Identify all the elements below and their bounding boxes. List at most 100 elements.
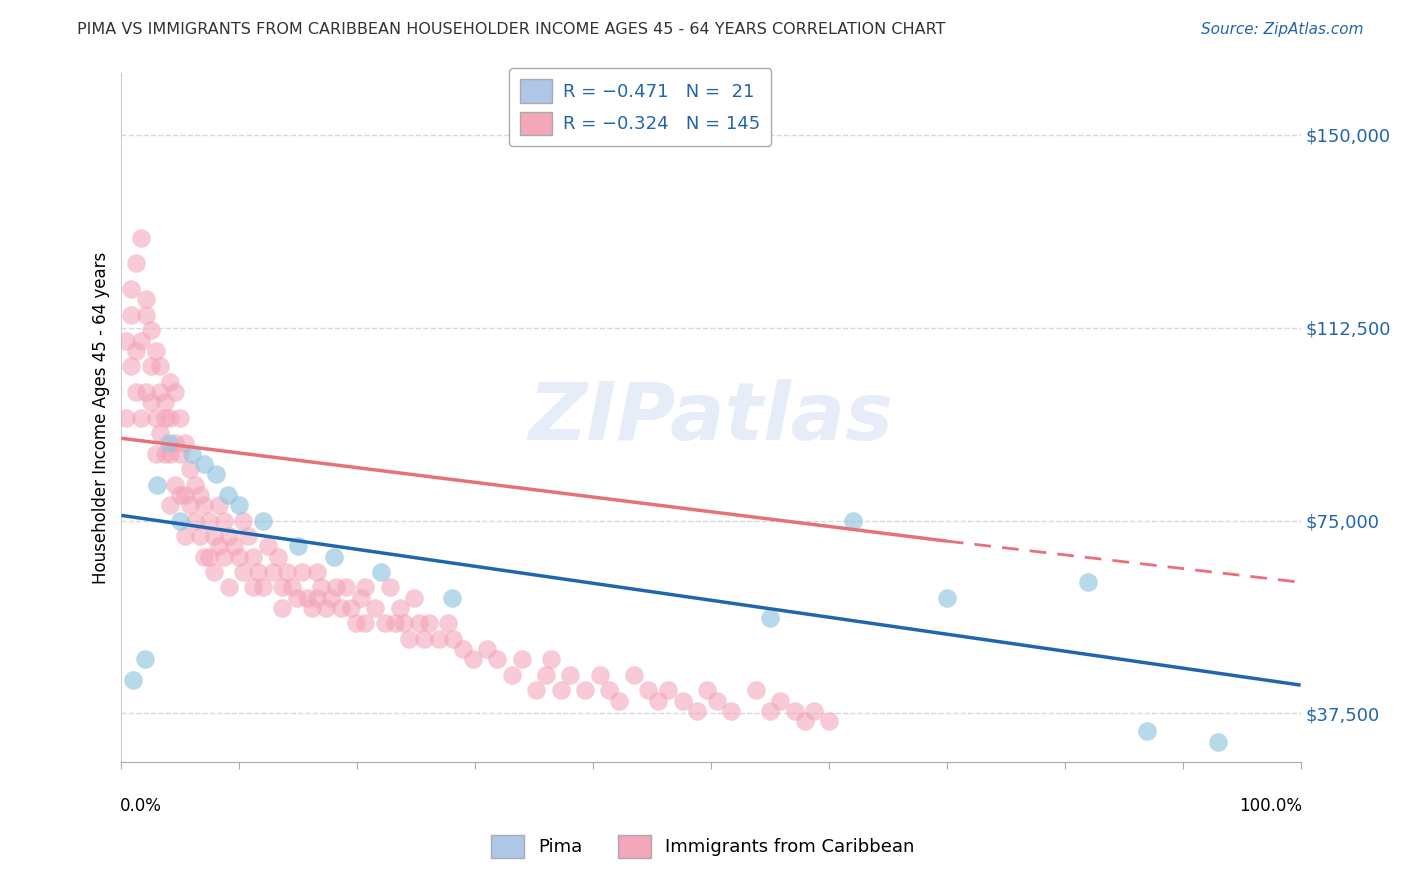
Point	[322, 549, 344, 564]
Point	[183, 514, 205, 528]
Point	[120, 359, 142, 374]
Point	[155, 447, 177, 461]
Point	[183, 477, 205, 491]
Point	[818, 714, 841, 728]
Point	[266, 549, 288, 564]
Point	[769, 693, 792, 707]
Point	[720, 704, 742, 718]
Point	[325, 581, 347, 595]
Point	[384, 616, 406, 631]
Point	[305, 591, 328, 605]
Point	[607, 693, 630, 707]
Point	[218, 529, 240, 543]
Point	[364, 601, 387, 615]
Point	[354, 616, 377, 631]
Point	[803, 704, 825, 718]
Point	[120, 282, 142, 296]
Point	[1136, 724, 1159, 739]
Point	[598, 683, 620, 698]
Point	[146, 477, 169, 491]
Point	[173, 529, 195, 543]
Point	[305, 565, 328, 579]
Point	[198, 514, 221, 528]
Point	[759, 704, 782, 718]
Point	[129, 334, 152, 348]
Point	[647, 693, 669, 707]
Point	[1206, 734, 1229, 748]
Point	[783, 704, 806, 718]
Point	[440, 591, 463, 605]
Point	[793, 714, 815, 728]
Point	[404, 591, 426, 605]
Point	[841, 514, 863, 528]
Point	[354, 581, 377, 595]
Point	[149, 359, 172, 374]
Point	[179, 462, 201, 476]
Point	[252, 514, 274, 528]
Point	[623, 668, 645, 682]
Point	[252, 581, 274, 595]
Point	[588, 668, 610, 682]
Point	[159, 498, 181, 512]
Point	[228, 498, 250, 512]
Point	[181, 447, 204, 461]
Point	[188, 529, 211, 543]
Point	[155, 395, 177, 409]
Point	[418, 616, 440, 631]
Point	[139, 359, 162, 374]
Point	[155, 410, 177, 425]
Point	[276, 565, 298, 579]
Point	[935, 591, 957, 605]
Point	[759, 611, 782, 625]
Y-axis label: Householder Income Ages 45 - 64 years: Householder Income Ages 45 - 64 years	[93, 252, 110, 584]
Point	[218, 581, 240, 595]
Point	[169, 410, 191, 425]
Point	[413, 632, 436, 646]
Point	[120, 308, 142, 322]
Point	[394, 616, 416, 631]
Point	[242, 581, 264, 595]
Point	[145, 343, 167, 358]
Point	[657, 683, 679, 698]
Point	[145, 447, 167, 461]
Point	[574, 683, 596, 698]
Point	[477, 642, 499, 657]
Point	[285, 591, 308, 605]
Point	[437, 616, 460, 631]
Point	[349, 591, 371, 605]
Point	[169, 447, 191, 461]
Point	[149, 384, 172, 399]
Point	[198, 549, 221, 564]
Point	[159, 410, 181, 425]
Point	[149, 426, 172, 441]
Point	[165, 436, 187, 450]
Point	[193, 457, 215, 471]
Point	[247, 565, 270, 579]
Point	[173, 436, 195, 450]
Point	[125, 256, 148, 270]
Point	[173, 488, 195, 502]
Point	[202, 565, 225, 579]
Point	[193, 498, 215, 512]
Point	[510, 652, 533, 666]
Point	[256, 539, 278, 553]
Point	[217, 488, 239, 502]
Point	[232, 514, 254, 528]
Point	[159, 375, 181, 389]
Point	[311, 581, 333, 595]
Point	[295, 591, 318, 605]
Point	[271, 581, 294, 595]
Point	[129, 410, 152, 425]
Point	[427, 632, 450, 646]
Point	[262, 565, 284, 579]
Text: Source: ZipAtlas.com: Source: ZipAtlas.com	[1201, 22, 1364, 37]
Point	[374, 616, 396, 631]
Point	[388, 601, 411, 615]
Text: 0.0%: 0.0%	[121, 797, 162, 814]
Point	[135, 308, 157, 322]
Text: 100.0%: 100.0%	[1239, 797, 1302, 814]
Point	[222, 539, 245, 553]
Point	[330, 601, 353, 615]
Point	[315, 601, 337, 615]
Point	[291, 565, 314, 579]
